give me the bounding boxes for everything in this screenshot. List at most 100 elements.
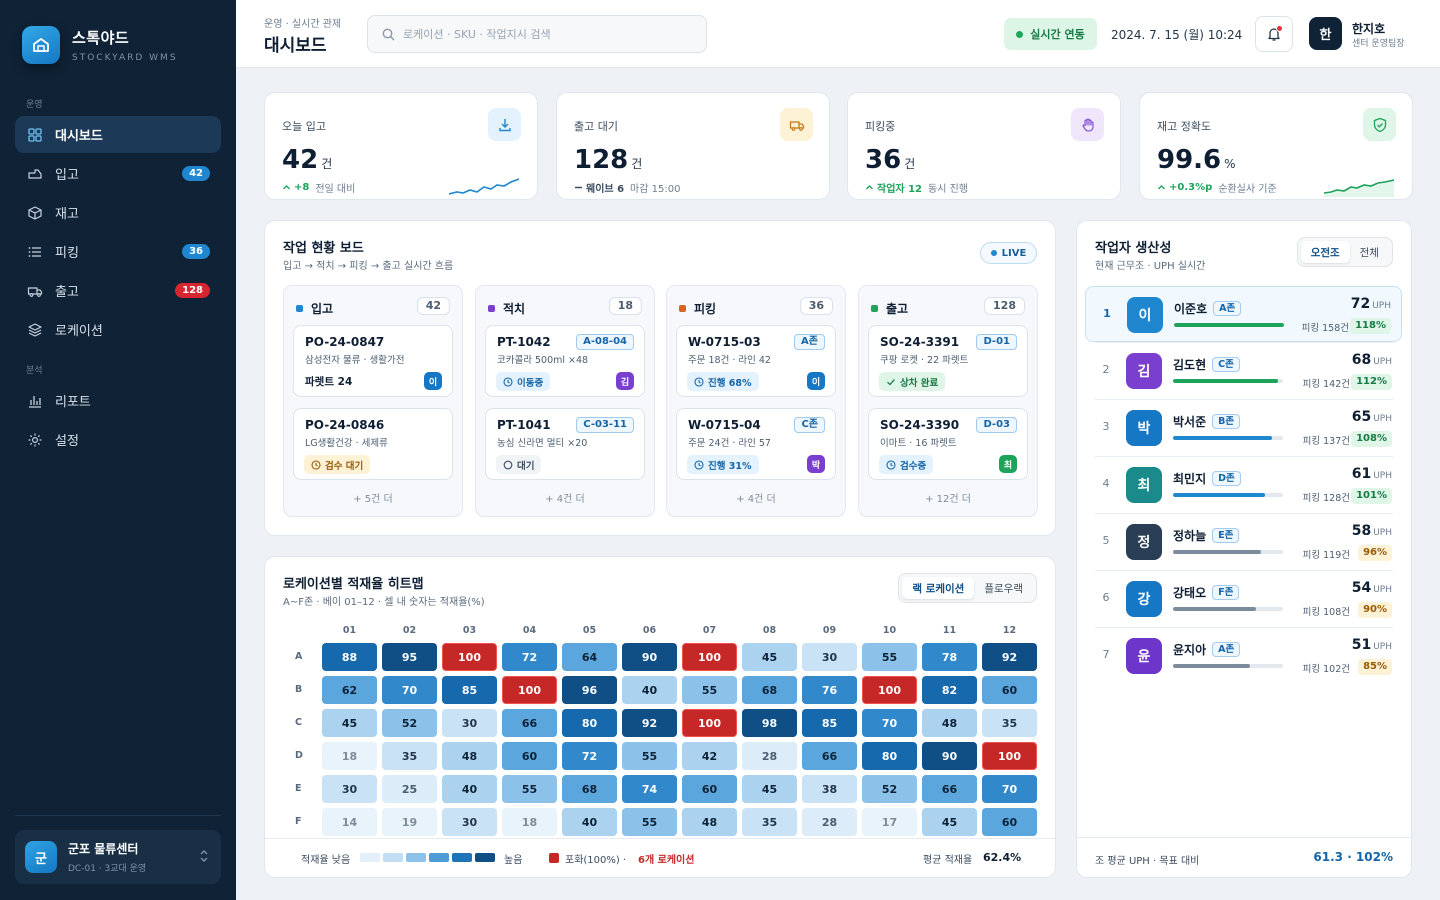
heatmap-cell[interactable]: 45 [742,775,797,803]
heatmap-cell[interactable]: 28 [742,742,797,770]
heatmap-cell[interactable]: 66 [802,742,857,770]
heatmap-cell[interactable]: 48 [922,709,977,737]
sidebar-item-7[interactable]: 설정 [15,421,221,458]
heatmap-cell[interactable]: 60 [982,808,1037,836]
center-switcher[interactable]: 군 군포 물류센터 DC-01 · 3교대 운영 [15,830,221,884]
worker-row[interactable]: 6 강 강태오 F존 54 UPH 피킹 108건 90% [1085,571,1402,627]
sidebar-item-3[interactable]: 피킹 36 [15,233,221,270]
show-more-link[interactable]: + 4건 더 [736,494,776,505]
ticket-card[interactable]: W-0715-03 A존 주문 18건 · 라인 42 진행 68% 이 [676,325,836,397]
toggle-all[interactable]: 전체 [1359,246,1379,259]
heatmap-cell[interactable]: 52 [382,709,437,737]
heatmap-cell[interactable]: 45 [322,709,377,737]
sidebar-item-4[interactable]: 출고 128 [15,272,221,309]
heatmap-cell[interactable]: 55 [502,775,557,803]
heatmap-cell[interactable]: 60 [502,742,557,770]
worker-row[interactable]: 1 이 이준호 A존 72 UPH 피킹 158건 118% [1085,286,1402,342]
heatmap-cell[interactable]: 25 [382,775,437,803]
heatmap-cell[interactable]: 70 [382,676,437,704]
heatmap-cell[interactable]: 68 [562,775,617,803]
heatmap-cell[interactable]: 64 [562,643,617,671]
heatmap-cell[interactable]: 92 [622,709,677,737]
heatmap-cell[interactable]: 60 [982,676,1037,704]
heatmap-cell[interactable]: 78 [922,643,977,671]
heatmap-cell[interactable]: 100 [982,742,1037,770]
heatmap-cell[interactable]: 66 [922,775,977,803]
kpi-card-0[interactable]: 오늘 입고 42 건 +8 전일 대비 [264,92,538,200]
heatmap-cell[interactable]: 70 [862,709,917,737]
heatmap-cell[interactable]: 18 [502,808,557,836]
ticket-card[interactable]: W-0715-04 C존 주문 24건 · 라인 57 진행 31% 박 [676,408,836,480]
ticket-card[interactable]: PT-1042 A-08-04 코카콜라 500ml ×48 이동중 김 [485,325,645,397]
heatmap-cell[interactable]: 66 [502,709,557,737]
heatmap-cell[interactable]: 85 [442,676,497,704]
toggle-morning[interactable]: 오전조 [1300,241,1350,263]
heatmap-cell[interactable]: 88 [322,643,377,671]
heatmap-cell[interactable]: 52 [862,775,917,803]
sidebar-item-5[interactable]: 로케이션 [15,311,221,348]
worker-row[interactable]: 5 정 정하늘 E존 58 UPH 피킹 119건 96% [1085,514,1402,570]
heatmap-cell[interactable]: 35 [982,709,1037,737]
search-input[interactable] [403,27,683,41]
heatmap-cell[interactable]: 48 [442,742,497,770]
heatmap-cell[interactable]: 70 [982,775,1037,803]
ticket-card[interactable]: PT-1041 C-03-11 농심 신라면 멀티 ×20 대기 [485,408,645,480]
heatmap-cell[interactable]: 55 [622,742,677,770]
heatmap-cell[interactable]: 30 [442,709,497,737]
kpi-card-3[interactable]: 재고 정확도 99.6% +0.3%p 순환실사 기준 [1139,92,1413,200]
toggle-flowrack[interactable]: 플로우랙 [984,582,1023,595]
user-avatar[interactable]: 한 [1309,17,1342,50]
notifications-button[interactable] [1255,16,1293,52]
heatmap-cell[interactable]: 45 [922,808,977,836]
heatmap-cell[interactable]: 42 [682,742,737,770]
heatmap-cell[interactable]: 100 [682,709,737,737]
heatmap-cell[interactable]: 72 [562,742,617,770]
heatmap-cell[interactable]: 18 [322,742,377,770]
worker-row[interactable]: 7 윤 윤지아 A존 51 UPH 피킹 102건 85% [1085,628,1402,684]
heatmap-cell[interactable]: 55 [862,643,917,671]
heatmap-cell[interactable]: 19 [382,808,437,836]
heatmap-cell[interactable]: 48 [682,808,737,836]
heatmap-cell[interactable]: 45 [742,643,797,671]
heatmap-cell[interactable]: 60 [682,775,737,803]
worker-row[interactable]: 4 최 최민지 D존 61 UPH 피킹 128건 101% [1085,457,1402,513]
sidebar-item-2[interactable]: 재고 [15,194,221,231]
heatmap-cell[interactable]: 40 [562,808,617,836]
heatmap-cell[interactable]: 40 [622,676,677,704]
worker-row[interactable]: 2 김 김도현 C존 68 UPH 피킹 142건 112% [1085,343,1402,399]
heatmap-cell[interactable]: 17 [862,808,917,836]
heatmap-cell[interactable]: 30 [322,775,377,803]
heatmap-cell[interactable]: 38 [802,775,857,803]
brand[interactable]: 스톡야드 STOCKYARD WMS [22,26,178,64]
sidebar-item-0[interactable]: 대시보드 [15,116,221,153]
kpi-card-1[interactable]: 출고 대기 128 건 웨이브 6 마감 15:00 [556,92,830,200]
heatmap-cell[interactable]: 30 [442,808,497,836]
heatmap-cell[interactable]: 92 [982,643,1037,671]
heatmap-cell[interactable]: 76 [802,676,857,704]
heatmap-cell[interactable]: 30 [802,643,857,671]
search-box[interactable] [367,15,707,53]
heatmap-cell[interactable]: 82 [922,676,977,704]
heatmap-cell[interactable]: 62 [322,676,377,704]
heatmap-cell[interactable]: 35 [742,808,797,836]
heatmap-cell[interactable]: 90 [622,643,677,671]
heatmap-cell[interactable]: 100 [442,643,497,671]
sidebar-item-6[interactable]: 리포트 [15,382,221,419]
heatmap-cell[interactable]: 80 [562,709,617,737]
heatmap-cell[interactable]: 72 [502,643,557,671]
heatmap-cell[interactable]: 100 [682,643,737,671]
heatmap-cell[interactable]: 40 [442,775,497,803]
show-more-link[interactable]: + 12건 더 [925,494,971,505]
heatmap-cell[interactable]: 28 [802,808,857,836]
ticket-card[interactable]: PO-24-0847 삼성전자 물류 · 생활가전 파렛트 24 이 [293,325,453,397]
heatmap-cell[interactable]: 90 [922,742,977,770]
heatmap-cell[interactable]: 74 [622,775,677,803]
toggle-rack[interactable]: 랙 로케이션 [902,577,975,599]
kpi-card-2[interactable]: 피킹중 36 건 작업자 12 동시 진행 [847,92,1121,200]
heatmap-cell[interactable]: 14 [322,808,377,836]
heatmap-cell[interactable]: 100 [862,676,917,704]
heatmap-cell[interactable]: 96 [562,676,617,704]
ticket-card[interactable]: SO-24-3391 D-01 쿠팡 로켓 · 22 파렛트 상차 완료 [868,325,1028,397]
heatmap-cell[interactable]: 68 [742,676,797,704]
heatmap-cell[interactable]: 55 [622,808,677,836]
